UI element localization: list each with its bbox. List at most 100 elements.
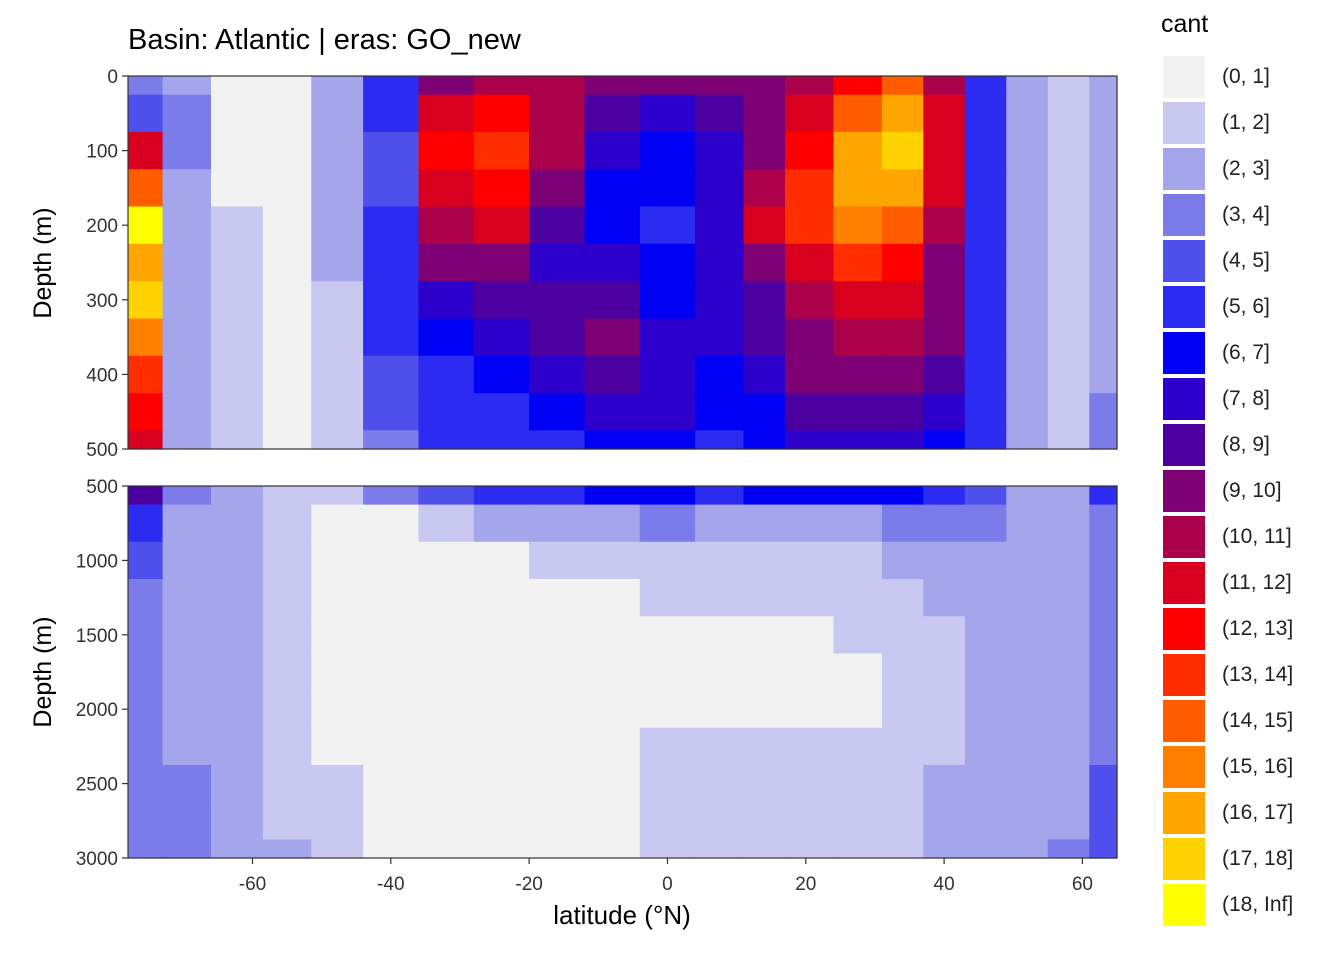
legend-key	[1163, 700, 1205, 742]
heatmap-cell	[473, 430, 530, 450]
heatmap-cell	[1089, 839, 1118, 859]
legend-item: (15, 16]	[1163, 744, 1293, 790]
heatmap-cell	[418, 94, 475, 133]
heatmap-cell	[833, 802, 883, 840]
heatmap-cell	[418, 206, 475, 245]
heatmap-cell	[211, 616, 264, 654]
heatmap-cell	[923, 579, 966, 617]
heatmap-cell	[128, 504, 164, 543]
heatmap-cell	[1047, 765, 1090, 803]
heatmap-cell	[785, 727, 834, 766]
legend-label: (8, 9]	[1222, 433, 1270, 456]
heatmap-cell	[128, 131, 164, 170]
heatmap-cell	[363, 430, 419, 450]
legend-item: (9, 10]	[1163, 468, 1293, 514]
heatmap-cell	[1089, 541, 1118, 580]
legend-item: (11, 12]	[1163, 560, 1293, 606]
y-tick-label: 2500	[76, 775, 118, 796]
heatmap-cell	[262, 169, 312, 208]
heatmap-cell	[211, 765, 264, 803]
heatmap-cell	[128, 690, 164, 729]
legend-label: (11, 12]	[1222, 571, 1292, 594]
y-tick-label: 1000	[76, 551, 118, 572]
heatmap-cell	[473, 579, 530, 617]
heatmap-cell	[1089, 131, 1118, 170]
heatmap-cell	[1089, 727, 1118, 766]
heatmap-cell	[363, 579, 419, 617]
heatmap-cell	[363, 243, 419, 282]
heatmap-cell	[639, 281, 696, 319]
heatmap-cell	[785, 690, 834, 729]
y-axis-label-upper: Depth (m)	[29, 207, 57, 318]
heatmap-cell	[1047, 281, 1090, 319]
heatmap-cell	[162, 541, 212, 580]
heatmap-cell	[128, 579, 164, 617]
heatmap-cell	[1089, 430, 1118, 450]
heatmap-cell	[743, 504, 786, 543]
heatmap-cell	[363, 355, 419, 394]
panel-upper	[127, 75, 1118, 450]
heatmap-cell	[639, 839, 696, 859]
heatmap-cell	[923, 243, 966, 282]
legend-key	[1163, 654, 1205, 696]
heatmap-cell	[923, 430, 966, 450]
heatmap-cell	[211, 579, 264, 617]
heatmap-cell	[785, 243, 834, 282]
heatmap-cell	[211, 653, 264, 692]
legend-label: (1, 2]	[1222, 111, 1270, 134]
heatmap-cell	[418, 839, 475, 859]
heatmap-cell	[743, 765, 786, 803]
heatmap-cell	[162, 243, 212, 282]
heatmap-cell	[1006, 616, 1049, 654]
legend-label: (15, 16]	[1222, 755, 1294, 778]
heatmap-cell	[1047, 94, 1090, 133]
heatmap-cell	[584, 206, 641, 245]
legend-key	[1163, 378, 1205, 420]
legend-label: (17, 18]	[1222, 847, 1294, 870]
heatmap-cell	[1047, 486, 1090, 506]
heatmap-cell	[584, 243, 641, 282]
y-tick-label: 100	[86, 142, 118, 163]
heatmap-cell	[262, 281, 312, 319]
heatmap-cell	[262, 504, 312, 543]
heatmap-cell	[695, 131, 745, 170]
heatmap-cell	[128, 94, 164, 133]
heatmap-cell	[473, 393, 530, 431]
heatmap-cell	[418, 653, 475, 692]
legend-item: (2, 3]	[1163, 146, 1293, 192]
heatmap-cell	[584, 616, 641, 654]
heatmap-cell	[1089, 802, 1118, 840]
heatmap-cell	[311, 541, 364, 580]
heatmap-cell	[162, 839, 212, 859]
heatmap-cell	[833, 355, 883, 394]
heatmap-cell	[964, 653, 1007, 692]
heatmap-cell	[695, 541, 745, 580]
legend-label: (10, 11]	[1222, 525, 1292, 548]
heatmap-cell	[162, 206, 212, 245]
heatmap-cell	[128, 76, 164, 96]
heatmap-cell	[363, 94, 419, 133]
heatmap-cell	[743, 579, 786, 617]
heatmap-cell	[833, 281, 883, 319]
heatmap-cell	[639, 355, 696, 394]
heatmap-cell	[833, 727, 883, 766]
heatmap-cell	[695, 504, 745, 543]
heatmap-cell	[785, 393, 834, 431]
x-tick-label: 60	[1072, 874, 1093, 895]
heatmap-cell	[743, 430, 786, 450]
heatmap-cell	[964, 765, 1007, 803]
heatmap-cell	[584, 281, 641, 319]
heatmap-cell	[743, 486, 786, 506]
heatmap-cell	[1089, 206, 1118, 245]
heatmap-cell	[211, 76, 264, 96]
heatmap-cell	[833, 504, 883, 543]
heatmap-cell	[584, 839, 641, 859]
heatmap-cell	[584, 486, 641, 506]
legend-label: (0, 1]	[1222, 65, 1270, 88]
heatmap-cell	[743, 131, 786, 170]
heatmap-cell	[1089, 504, 1118, 543]
heatmap-cell	[584, 727, 641, 766]
x-tick-label: -60	[239, 874, 266, 895]
heatmap-cell	[923, 653, 966, 692]
heatmap-cell	[529, 616, 585, 654]
